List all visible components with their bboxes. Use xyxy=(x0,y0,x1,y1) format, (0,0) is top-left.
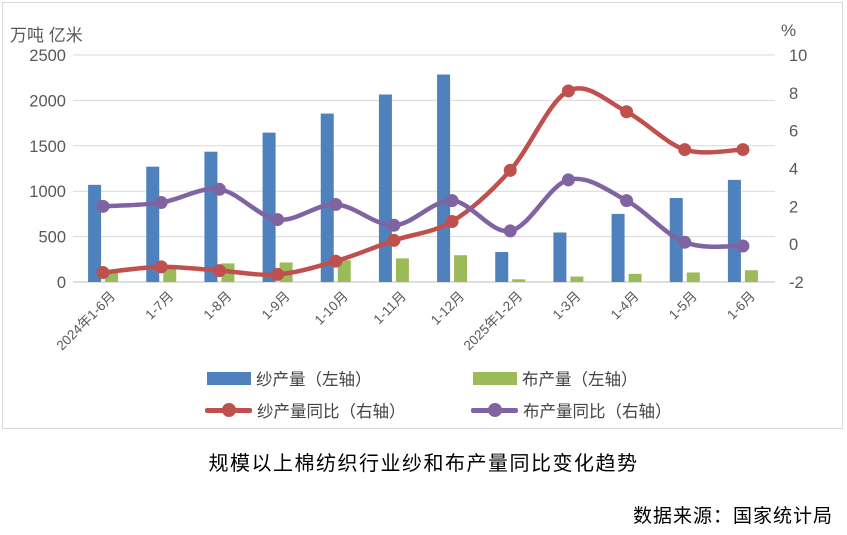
cloth-yoy-marker xyxy=(561,173,575,187)
yarn-yoy-marker xyxy=(387,233,401,247)
x-category-label: 1-11月 xyxy=(370,289,409,328)
left-axis-tick-label: 0 xyxy=(57,274,66,292)
legend-item-yarn-production: 纱产量（左轴） xyxy=(207,366,372,390)
cloth-bar-swatch xyxy=(473,371,517,385)
left-axis-tick-label: 2000 xyxy=(29,92,66,110)
yarn-line-swatch xyxy=(205,403,252,418)
x-category-label: 1-7月 xyxy=(142,289,176,323)
cloth-production-bar xyxy=(686,272,700,282)
legend-label-yarn-production: 纱产量（左轴） xyxy=(256,371,372,389)
cloth-yoy-marker xyxy=(503,224,517,238)
chart-title: 规模以上棉纺织行业纱和布产量同比变化趋势 xyxy=(208,453,639,475)
yarn-yoy-marker xyxy=(96,266,110,280)
yarn-production-bar xyxy=(553,232,567,282)
cloth-production-bar xyxy=(454,255,468,282)
left-axis-tick-label: 1500 xyxy=(29,138,66,156)
yarn-production-bar xyxy=(727,179,741,282)
yarn-production-bar xyxy=(495,252,509,282)
left-axis-tick-label: 2500 xyxy=(29,47,66,65)
x-category-label: 1-10月 xyxy=(312,289,351,328)
left-axis-unit-label: 万吨 亿米 xyxy=(10,26,83,45)
data-source-note: 数据来源：国家统计局 xyxy=(632,506,833,527)
right-axis-tick-label: 0 xyxy=(789,236,798,254)
cloth-yoy-marker xyxy=(620,194,634,208)
legend-label-cloth-production: 布产量（左轴） xyxy=(522,371,638,389)
cloth-production-bar xyxy=(337,260,351,282)
right-axis-tick-label: 4 xyxy=(789,161,798,179)
cloth-production-bar xyxy=(512,279,526,282)
yarn-yoy-marker xyxy=(154,260,168,274)
x-category-label: 1-8月 xyxy=(201,289,235,323)
yarn-yoy-marker xyxy=(678,143,692,157)
legend-label-yarn-yoy: 纱产量同比（右轴） xyxy=(257,403,406,421)
yarn-production-bar xyxy=(320,113,334,282)
right-axis-tick-label: 6 xyxy=(789,123,798,141)
cloth-yoy-marker xyxy=(445,194,459,208)
yarn-production-bar xyxy=(262,132,276,282)
cloth-production-bar xyxy=(628,273,642,282)
cloth-production-bar xyxy=(105,270,119,282)
combo-chart-plot: 0 500 1000 1500 2000 2500 -2 0 2 4 6 8 10 2024年1-6月 1-… xyxy=(29,47,807,354)
right-axis-unit-label: % xyxy=(781,21,797,40)
x-category-label: 1-4月 xyxy=(608,289,642,323)
cloth-yoy-marker xyxy=(96,199,110,213)
right-axis-tick-label: -2 xyxy=(789,274,804,292)
cloth-yoy-marker xyxy=(329,197,343,211)
left-axis-tick-label: 500 xyxy=(38,229,66,247)
legend-item-cloth-yoy: 布产量同比（右轴） xyxy=(471,398,672,422)
cloth-yoy-marker xyxy=(387,218,401,232)
cloth-yoy-marker xyxy=(271,213,285,227)
x-category-label: 2025年1-2月 xyxy=(461,289,526,354)
legend-label-cloth-yoy: 布产量同比（右轴） xyxy=(523,403,672,421)
yarn-yoy-line xyxy=(100,86,746,278)
cloth-production-bar xyxy=(395,258,409,282)
right-axis-tick-label: 10 xyxy=(789,47,807,65)
yarn-yoy-marker xyxy=(329,254,343,268)
yarn-production-bar xyxy=(378,94,392,282)
right-axis-tick-label: 8 xyxy=(789,85,798,103)
x-category-label: 2024年1-6月 xyxy=(53,289,118,354)
legend-item-yarn-yoy: 纱产量同比（右轴） xyxy=(205,398,406,422)
yarn-yoy-marker xyxy=(271,267,285,281)
yarn-yoy-marker xyxy=(503,163,517,177)
yarn-yoy-marker xyxy=(620,105,634,119)
yarn-production-bar xyxy=(611,213,625,282)
x-category-label: 1-5月 xyxy=(666,289,700,323)
yarn-production-bar xyxy=(204,151,218,282)
yarn-production-bar xyxy=(146,166,160,282)
cloth-production-bar xyxy=(744,270,758,282)
yarn-yoy-marker xyxy=(561,84,575,98)
x-category-label: 1-9月 xyxy=(259,289,293,323)
yarn-yoy-marker xyxy=(736,143,750,157)
yarn-yoy-marker xyxy=(212,264,226,278)
chart-frame xyxy=(2,2,843,429)
x-category-label: 1-6月 xyxy=(724,289,758,323)
yarn-yoy-marker xyxy=(445,214,459,228)
right-axis-tick-label: 2 xyxy=(789,198,798,216)
x-category-label: 1-3月 xyxy=(550,289,584,323)
yarn-bar-swatch xyxy=(207,371,251,385)
cloth-yoy-marker xyxy=(212,182,226,196)
cloth-yoy-marker xyxy=(736,239,750,253)
left-axis-tick-label: 1000 xyxy=(29,183,66,201)
x-category-label: 1-12月 xyxy=(428,289,467,328)
cloth-line-swatch xyxy=(471,403,518,418)
cloth-yoy-marker xyxy=(154,196,168,210)
cloth-production-bar xyxy=(570,276,584,282)
yarn-production-bar xyxy=(437,74,451,282)
legend-item-cloth-production: 布产量（左轴） xyxy=(473,366,638,390)
cloth-yoy-marker xyxy=(678,235,692,249)
